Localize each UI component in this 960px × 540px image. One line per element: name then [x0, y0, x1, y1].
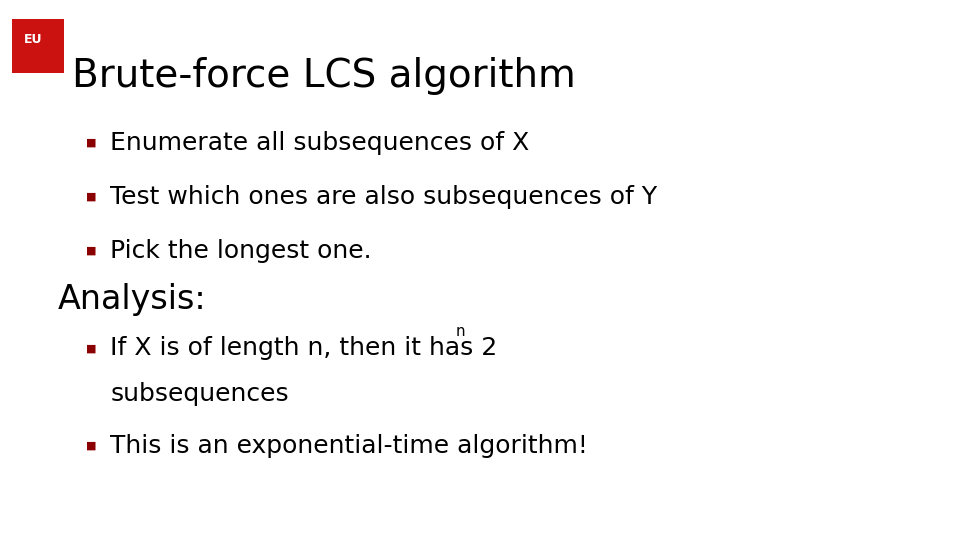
Text: ■: ■: [86, 246, 97, 256]
Text: ■: ■: [86, 441, 97, 450]
Text: Pick the longest one.: Pick the longest one.: [110, 239, 372, 263]
Text: Test which ones are also subsequences of Y: Test which ones are also subsequences of…: [110, 185, 658, 209]
Text: EU: EU: [23, 33, 42, 46]
Text: subsequences: subsequences: [110, 382, 289, 406]
Text: n: n: [456, 323, 466, 339]
Text: Enumerate all subsequences of X: Enumerate all subsequences of X: [110, 131, 530, 155]
Text: If X is of length n, then it has 2: If X is of length n, then it has 2: [110, 336, 497, 360]
FancyBboxPatch shape: [12, 19, 64, 73]
Text: ■: ■: [86, 192, 97, 202]
Text: Brute-force LCS algorithm: Brute-force LCS algorithm: [72, 57, 576, 94]
Text: This is an exponential-time algorithm!: This is an exponential-time algorithm!: [110, 434, 588, 457]
Text: Analysis:: Analysis:: [58, 283, 206, 316]
Text: ■: ■: [86, 138, 97, 148]
Text: ■: ■: [86, 343, 97, 353]
